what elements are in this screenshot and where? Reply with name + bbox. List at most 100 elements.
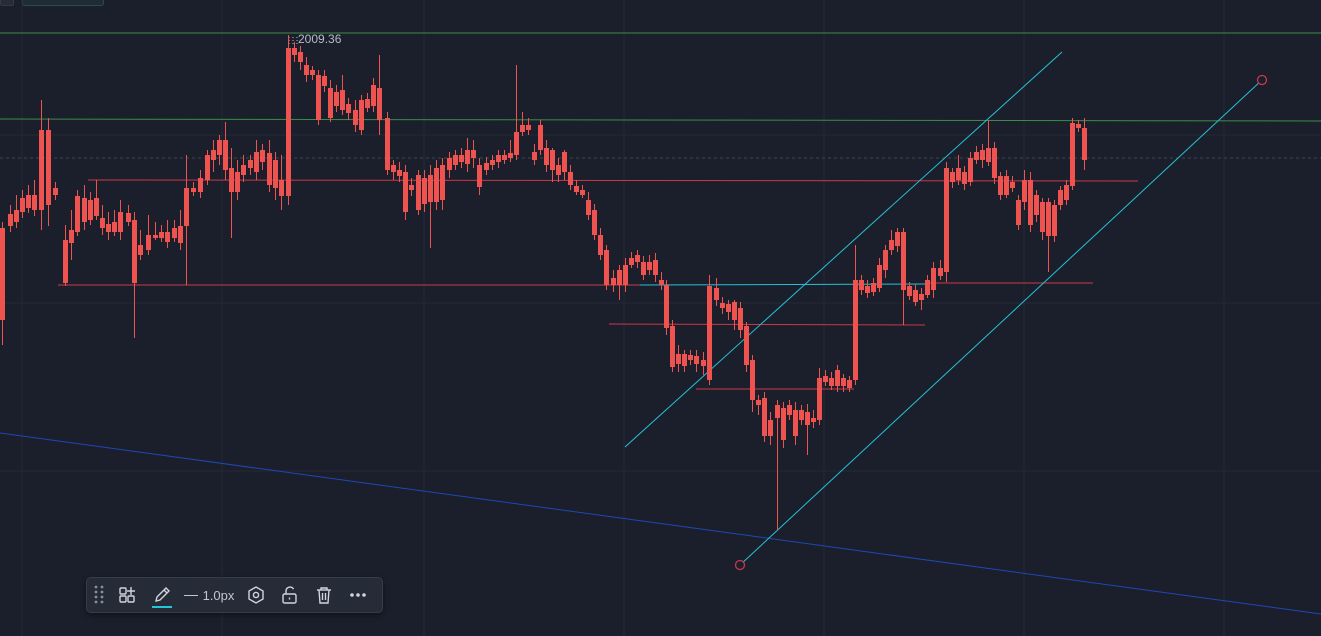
candle-down (682, 350, 687, 372)
candle-body (106, 224, 111, 232)
candle-down (241, 155, 246, 182)
candle-body (968, 158, 973, 182)
candle-down (359, 95, 364, 135)
candle-body (998, 176, 1003, 195)
candle-down (20, 190, 25, 218)
chart-drawings[interactable] (0, 32, 1321, 615)
candle-body (670, 326, 675, 367)
candle-body (428, 175, 433, 202)
candle-body (191, 188, 196, 192)
channel-handles[interactable] (734, 74, 1268, 571)
candle-down (1070, 118, 1075, 190)
line-color-button[interactable] (145, 577, 179, 613)
candle-body (707, 286, 712, 380)
candle-body (901, 232, 906, 290)
candle-down (889, 230, 894, 255)
candle-down (641, 256, 646, 280)
candle-down (799, 405, 804, 425)
candle-body (223, 140, 228, 170)
candle-down (508, 140, 513, 162)
candle-down (701, 352, 706, 375)
candle-body (146, 235, 151, 250)
candle-body (992, 148, 997, 178)
candle-body (986, 148, 991, 162)
channel-anchor-handle[interactable] (734, 559, 746, 571)
candle-body (298, 52, 303, 62)
channel-line-lower (739, 79, 1263, 566)
candle-body (273, 160, 278, 188)
candle-down (1004, 170, 1009, 198)
candle-body (153, 235, 158, 238)
candle-body (126, 213, 131, 222)
candle-down (248, 155, 253, 175)
candle-down (453, 150, 458, 170)
candle-down (676, 345, 681, 372)
candle-body (817, 378, 822, 420)
lock-button[interactable] (273, 577, 307, 613)
delete-button[interactable] (307, 577, 341, 613)
candle-down (726, 300, 731, 320)
candle-down (1016, 195, 1021, 230)
candle-down (205, 150, 210, 185)
more-dots-icon (350, 593, 366, 597)
candle-down (484, 157, 489, 175)
candle-body (447, 158, 452, 170)
candle-down (46, 118, 51, 226)
candle-body (353, 110, 358, 125)
candle-body (623, 265, 628, 285)
candle-body (1010, 182, 1015, 188)
candle-body (502, 155, 507, 160)
candle-down (279, 155, 284, 210)
candle-body (889, 240, 894, 250)
candle-body (310, 70, 315, 75)
line-width-button[interactable]: 1.0px (179, 577, 239, 613)
candle-down (178, 210, 183, 250)
peak-price-label: 2009.36 (298, 32, 342, 46)
candle-down (1040, 198, 1045, 240)
candle-body (980, 150, 985, 160)
candle-body (229, 168, 234, 192)
candle-down (775, 400, 780, 530)
drag-handle[interactable] (87, 577, 111, 613)
candle-down (100, 205, 105, 235)
candle-down (26, 185, 31, 213)
settings-button[interactable] (239, 577, 273, 613)
candle-body (744, 326, 749, 365)
candle-down (629, 252, 634, 268)
candle-down (112, 210, 117, 236)
candle-down (118, 200, 123, 240)
candle-down (817, 368, 822, 425)
candle-body (823, 376, 828, 382)
candle-body (260, 150, 265, 162)
candle-body (53, 188, 58, 195)
candle-body (496, 155, 501, 162)
candle-down (980, 144, 985, 168)
candle-body (346, 104, 351, 113)
candle-body (568, 172, 573, 185)
candle-body (811, 418, 816, 422)
candle-body (775, 405, 780, 418)
candle-down (635, 250, 640, 268)
channel-anchor-handle[interactable] (1256, 74, 1268, 86)
candle-down (720, 297, 725, 314)
candle-down (931, 262, 936, 298)
candle-down (1064, 180, 1069, 205)
candle-body (217, 140, 222, 155)
candle-down (544, 140, 549, 172)
candle-body (178, 226, 183, 243)
candle-body (365, 99, 370, 108)
candle-body (75, 196, 80, 232)
candle-body (316, 75, 321, 120)
candle-body (1028, 180, 1033, 225)
candle-down (756, 395, 761, 415)
more-button[interactable] (341, 577, 375, 613)
templates-button[interactable] (111, 577, 145, 613)
candle-body (328, 88, 333, 118)
candle-down (322, 70, 327, 92)
candle-body (641, 262, 646, 275)
candle-body (26, 195, 31, 208)
candle-down (659, 272, 664, 290)
candle-body (477, 165, 482, 187)
top-edge-tab[interactable] (0, 0, 14, 6)
